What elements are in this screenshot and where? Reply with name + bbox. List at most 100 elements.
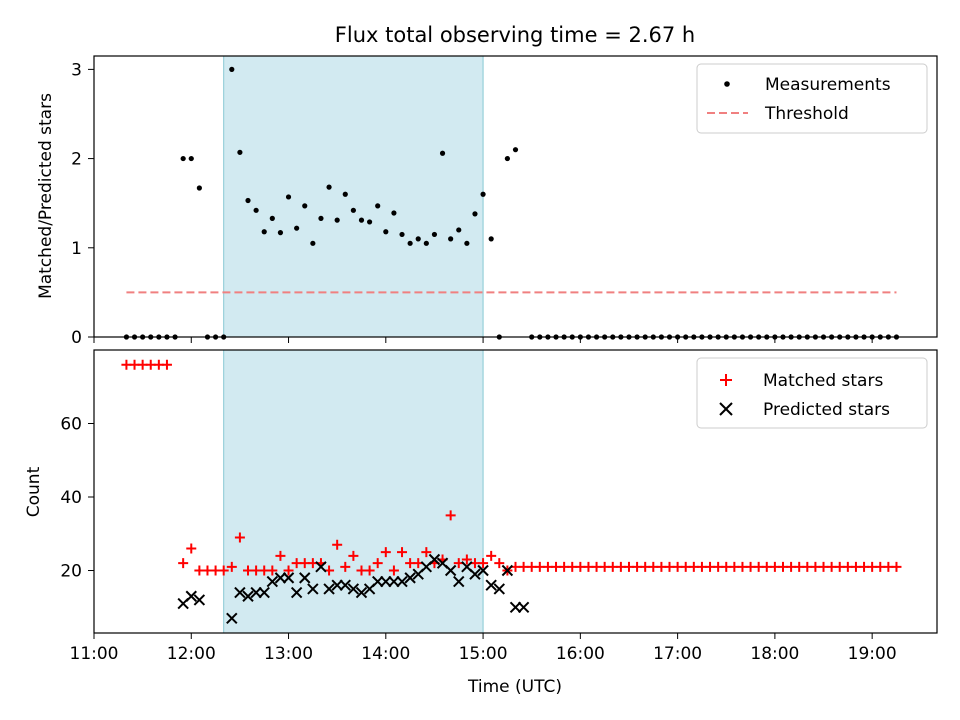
top-ytick-label: 1 (71, 239, 82, 259)
bottom-plot-marks (121, 359, 902, 625)
measurement-point (310, 240, 316, 246)
measurement-point (358, 217, 365, 223)
predicted-point (250, 586, 262, 599)
predicted-point (266, 575, 279, 588)
measurement-point (326, 184, 332, 190)
matched-point (178, 558, 189, 569)
measurement-point (488, 236, 494, 242)
matched-point (494, 558, 505, 569)
predicted-point (444, 564, 457, 577)
matched-point (388, 565, 399, 576)
matched-point (421, 547, 432, 558)
predicted-point (355, 586, 368, 599)
matched-point (891, 561, 902, 572)
bottom-xtick-label: 14:00 (361, 644, 410, 664)
predicted-point (282, 572, 295, 584)
matched-point (380, 547, 391, 558)
top-ylabel: Matched/Predicted stars (36, 93, 56, 299)
legend-predicted-label: Predicted stars (763, 400, 890, 420)
predicted-point (469, 568, 481, 580)
predicted-point (347, 583, 360, 595)
bottom-xtick-label: 19:00 (848, 644, 897, 664)
predicted-point (193, 594, 206, 606)
matched-point (372, 558, 383, 569)
measurement-point (472, 211, 478, 217)
bottom-xtick-label: 18:00 (750, 644, 799, 664)
predicted-point (388, 575, 400, 588)
measurement-point (448, 236, 454, 242)
matched-point (340, 561, 351, 572)
predicted-point (307, 583, 319, 595)
measurement-point (196, 185, 202, 191)
measurement-point (334, 217, 340, 223)
predicted-point (509, 601, 522, 613)
predicted-point (234, 586, 246, 599)
predicted-point (517, 601, 530, 613)
legend-matched-marker (720, 374, 732, 386)
predicted-point (493, 583, 505, 595)
predicted-point (428, 553, 441, 566)
top-ytick-label: 2 (71, 150, 82, 170)
legend-threshold-label: Threshold (764, 104, 849, 124)
measurement-point (188, 155, 194, 162)
predicted-point (371, 575, 384, 588)
predicted-point (396, 575, 408, 588)
measurement-point (415, 236, 421, 242)
predicted-point (485, 579, 497, 591)
bottom-xtick-label: 16:00 (556, 644, 605, 664)
measurement-point (375, 203, 381, 209)
predicted-point (339, 579, 351, 591)
predicted-point (226, 612, 238, 625)
measurement-point (237, 149, 243, 155)
predicted-point (299, 572, 311, 584)
measurement-point (423, 240, 429, 246)
bottom-axes-frame (93, 349, 938, 634)
bottom-legend: Matched stars Predicted stars (696, 357, 928, 429)
predicted-point (258, 586, 270, 599)
bottom-xtick-label: 11:00 (70, 644, 119, 664)
matched-point (332, 539, 343, 550)
top-axes-frame (93, 55, 938, 338)
predicted-point (404, 572, 416, 584)
measurement-point (285, 194, 292, 200)
matched-point (397, 547, 408, 558)
top-legend-box (696, 63, 928, 134)
predicted-point (331, 579, 343, 591)
bottom-panel: 20 40 60 11:00 12:00 13:00 14:00 15:00 16:00 17:0… (24, 349, 938, 697)
chart-title: Flux total observing time = 2.67 h (335, 23, 695, 47)
measurement-point (512, 147, 519, 153)
matched-point (348, 550, 359, 561)
measurement-point (180, 155, 186, 162)
bottom-legend-box (696, 357, 928, 429)
measurement-point (350, 207, 356, 213)
bottom-ytick-label: 40 (60, 488, 82, 508)
measurement-point (504, 155, 510, 162)
matched-point (445, 510, 456, 521)
bottom-ylabel: Count (24, 466, 44, 517)
measurement-point (342, 191, 348, 197)
matched-point (486, 550, 497, 561)
matched-point (364, 565, 375, 576)
measurement-point (366, 219, 373, 225)
measurement-point (277, 230, 284, 236)
top-axis: 0 1 2 3 (71, 60, 873, 348)
top-panel: 0 1 2 3 Matched/Predicted stars Measurement… (36, 55, 938, 348)
measurement-point (245, 197, 251, 204)
predicted-point (453, 575, 465, 588)
predicted-point (185, 590, 197, 602)
measurement-point (269, 215, 275, 221)
predicted-point (274, 572, 287, 584)
matched-point (218, 565, 229, 576)
bottom-axis: 20 40 60 11:00 12:00 13:00 14:00 15:00 16:00 17:0… (60, 415, 896, 664)
bottom-xtick-label: 12:00 (167, 644, 216, 664)
legend-matched-label: Matched stars (763, 371, 883, 391)
bottom-xtick-label: 13:00 (264, 644, 313, 664)
measurement-point (480, 191, 486, 197)
legend-measurements-label: Measurements (765, 75, 891, 95)
matched-point (283, 565, 294, 576)
measurement-point (253, 207, 259, 213)
measurement-point (229, 66, 235, 72)
top-ytick-label: 0 (71, 328, 82, 348)
legend-predicted-marker (719, 402, 733, 416)
